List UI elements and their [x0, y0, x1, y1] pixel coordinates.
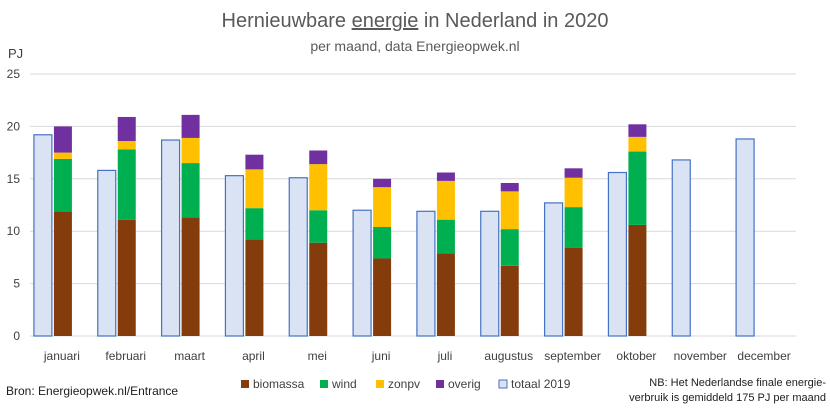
bar-wind	[436, 219, 455, 254]
chart-subtitle: per maand, data Energieopwek.nl	[310, 38, 519, 54]
grid-lines	[30, 73, 796, 337]
bar-zonpv	[53, 152, 72, 159]
bar-totaal-2019	[607, 171, 628, 337]
chart-title: Hernieuwbare energie in Nederland in 202…	[222, 10, 609, 32]
bar-zonpv	[628, 136, 647, 152]
legend-swatch	[376, 380, 384, 388]
x-tick-label: maart	[174, 349, 205, 363]
bar-wind	[373, 227, 392, 259]
bar-wind	[181, 163, 200, 218]
legend-label: totaal 2019	[511, 377, 571, 391]
legend-swatch	[498, 379, 508, 389]
bar-zonpv	[500, 191, 519, 230]
bar-overig	[628, 124, 647, 137]
bar-wind	[564, 207, 583, 248]
bar-biomassa	[436, 253, 455, 336]
y-tick-label: 5	[13, 277, 20, 291]
bar-overig	[500, 182, 519, 192]
legend: biomassa wind zonpv overig totaal 2019	[241, 377, 571, 391]
x-tick-label: augustus	[484, 349, 533, 363]
bar-zonpv	[181, 137, 200, 164]
x-tick-label: september	[544, 349, 601, 363]
legend-swatch	[241, 380, 249, 388]
bar-totaal-2019	[671, 159, 691, 337]
legend-label: zonpv	[388, 377, 420, 391]
legend-label: wind	[331, 377, 357, 391]
bar-totaal-2019	[352, 209, 372, 337]
y-tick-labels: 0 5 10 15 20 25	[7, 67, 21, 343]
y-tick-label: 25	[7, 67, 21, 81]
bar-totaal-2019	[480, 210, 500, 337]
bar-wind	[117, 149, 136, 220]
bar-zonpv	[436, 180, 455, 220]
bar-totaal-2019	[416, 210, 436, 337]
bar-overig	[245, 154, 264, 170]
x-tick-label: juli	[437, 349, 453, 363]
legend-label: overig	[448, 377, 481, 391]
bars	[33, 114, 755, 337]
bar-biomassa	[628, 224, 647, 336]
bar-biomassa	[181, 217, 200, 336]
x-tick-label: oktober	[616, 349, 656, 363]
y-tick-label: 10	[7, 224, 21, 238]
bar-overig	[373, 178, 392, 188]
bar-totaal-2019	[160, 139, 181, 337]
bar-biomassa	[245, 239, 264, 336]
legend-label: biomassa	[253, 377, 305, 391]
bar-biomassa	[500, 265, 519, 336]
bar-overig	[564, 168, 583, 178]
bar-totaal-2019	[97, 169, 117, 337]
source-note: Bron: Energieopwek.nl/Entrance	[6, 384, 178, 398]
bar-overig	[436, 172, 455, 181]
bar-overig	[117, 116, 136, 142]
bar-biomassa	[309, 242, 328, 336]
y-tick-label: 20	[7, 119, 21, 133]
bar-zonpv	[117, 141, 136, 150]
y-axis-label: PJ	[8, 46, 23, 61]
bar-zonpv	[245, 169, 264, 209]
bar-wind	[628, 151, 647, 225]
x-tick-label: januari	[43, 349, 80, 363]
y-tick-label: 0	[13, 329, 20, 343]
bar-zonpv	[373, 187, 392, 228]
bar-totaal-2019	[33, 134, 53, 337]
bar-wind	[309, 210, 328, 243]
bar-totaal-2019	[288, 177, 308, 337]
bar-overig	[53, 126, 72, 153]
y-tick-label: 15	[7, 172, 21, 186]
bar-zonpv	[309, 164, 328, 211]
bar-totaal-2019	[224, 175, 245, 337]
bar-overig	[181, 114, 200, 138]
bar-biomassa	[373, 258, 392, 336]
footnote-line-2: verbruik is gemiddeld 175 PJ per maand	[629, 392, 826, 404]
footnote-line-1: NB: Het Nederlandse finale energie-	[649, 377, 826, 389]
legend-swatch	[436, 380, 444, 388]
legend-swatch	[320, 380, 328, 388]
bar-zonpv	[564, 177, 583, 208]
bar-biomassa	[564, 247, 583, 336]
x-tick-label: april	[242, 349, 265, 363]
bar-totaal-2019	[543, 202, 564, 337]
x-tick-label: mei	[308, 349, 327, 363]
x-tick-labels: januari februari maart april mei juni juli augu…	[43, 349, 791, 363]
x-tick-label: december	[737, 349, 790, 363]
bar-biomassa	[117, 219, 136, 336]
bar-wind	[500, 229, 519, 266]
bar-wind	[245, 208, 264, 240]
bar-totaal-2019	[735, 138, 755, 337]
x-tick-label: november	[674, 349, 727, 363]
bar-wind	[53, 158, 72, 212]
x-tick-label: februari	[105, 349, 146, 363]
bar-overig	[309, 150, 328, 165]
x-tick-label: juni	[371, 349, 391, 363]
bar-biomassa	[53, 211, 72, 336]
